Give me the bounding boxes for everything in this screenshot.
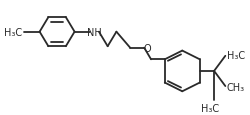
Text: NH: NH xyxy=(87,27,102,37)
Text: H₃C: H₃C xyxy=(200,103,218,113)
Text: O: O xyxy=(142,43,150,53)
Text: H₃C: H₃C xyxy=(226,50,244,60)
Text: H₃C: H₃C xyxy=(4,27,22,37)
Text: CH₃: CH₃ xyxy=(226,82,244,92)
